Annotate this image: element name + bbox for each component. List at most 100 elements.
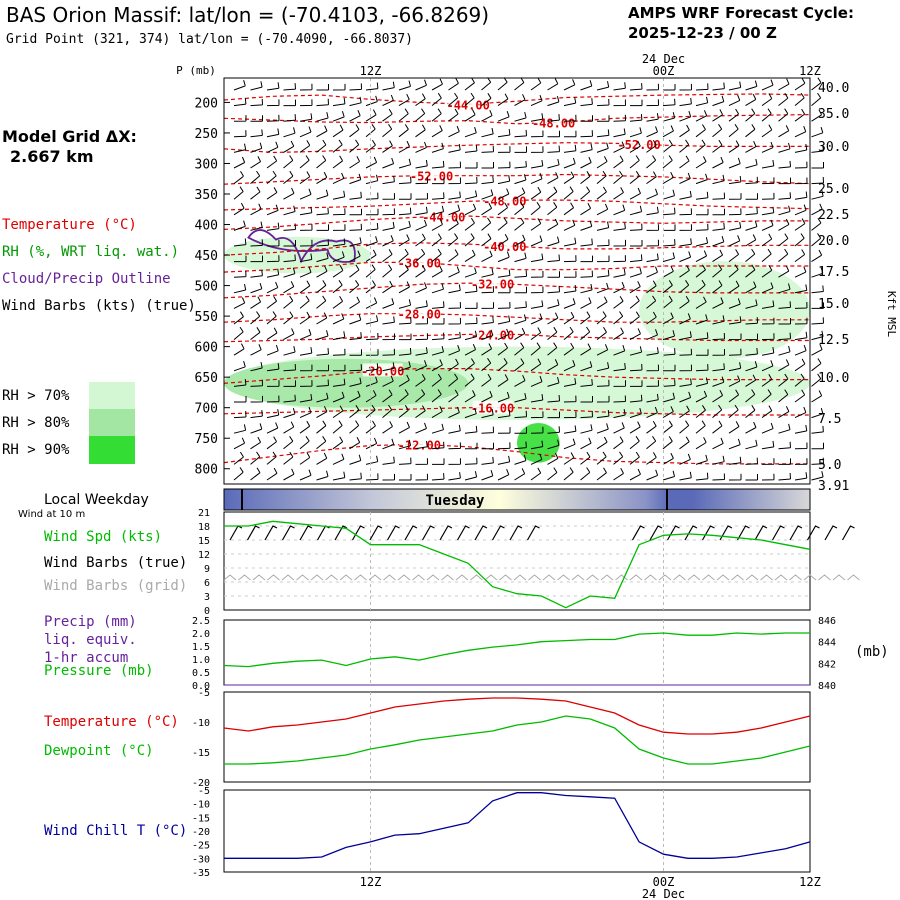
pressure-tick-500: 500 xyxy=(195,280,218,295)
temp-contour-label-bg-5 xyxy=(423,209,464,223)
wind-panel-ytick-3: 9 xyxy=(204,564,210,575)
temp-contour-label-bg-2 xyxy=(619,137,660,151)
precip-label-accum: 1-hr accum xyxy=(44,650,129,666)
temp-contour-label-bg-13 xyxy=(399,437,440,451)
cloud-outline xyxy=(247,229,356,264)
rh-swatch-80 xyxy=(89,409,135,436)
pressure-right-tick-0: 840 xyxy=(818,681,836,692)
pressure-tick-800: 800 xyxy=(195,463,218,478)
temp-contour-label-9: -28.00 xyxy=(398,308,441,322)
wind-panel-ytick-6: 18 xyxy=(198,522,210,533)
temp-contour-10 xyxy=(223,333,810,343)
chill-panel-ytick-6: -35 xyxy=(192,868,210,879)
bottom-time-tick-1: 00Z xyxy=(653,875,675,889)
rh-region-2 xyxy=(517,422,560,463)
temp-contour-label-0: -44.00 xyxy=(446,98,489,112)
rh-region-0 xyxy=(224,346,810,420)
temp-panel-ytick-1: -10 xyxy=(192,718,210,729)
wind-barb-field xyxy=(233,77,824,481)
temp-contour-11 xyxy=(223,368,810,384)
pressure-tick-550: 550 xyxy=(195,310,218,325)
cycle-value: 2025-12-23 / 00 Z xyxy=(628,24,777,42)
rh-region-4 xyxy=(639,261,811,359)
height-tick-5: 20.0 xyxy=(818,234,849,249)
height-tick-7: 15.0 xyxy=(818,297,849,312)
wind-panel-ytick-5: 15 xyxy=(198,536,210,547)
wind-panel-ytick-4: 12 xyxy=(198,550,210,561)
rh-legend-80: RH > 80% xyxy=(2,415,70,431)
precip-label: Precip (mm) xyxy=(44,614,137,630)
temp-contour-label-6: -40.00 xyxy=(483,240,526,254)
legend-rh: RH (%, WRT liq. wat.) xyxy=(2,244,180,260)
true-wind-barbs xyxy=(229,525,855,541)
rh-swatch-70 xyxy=(89,382,135,409)
height-tick-9: 10.0 xyxy=(818,371,849,386)
temp-contour-5 xyxy=(223,215,810,230)
height-tick-1: 35.0 xyxy=(818,107,849,122)
pressure-tick-300: 300 xyxy=(195,157,218,172)
temperature-label: Temperature (°C) xyxy=(44,714,179,730)
height-tick-4: 22.5 xyxy=(818,208,849,223)
height-tick-10: 7.5 xyxy=(818,412,841,427)
temp-contour-label-13: -12.00 xyxy=(398,438,441,452)
pressure-right-tick-2: 844 xyxy=(818,638,836,649)
temp-contour-label-7: -36.00 xyxy=(398,256,441,270)
cross-section-frame xyxy=(223,77,811,485)
pressure-right-tick-1: 842 xyxy=(818,659,836,670)
chill-panel-ytick-3: -20 xyxy=(192,827,210,838)
pressure-tick-350: 350 xyxy=(195,188,218,203)
precip-panel-ytick-2: 1.0 xyxy=(192,655,210,666)
temp-contour-label-bg-4 xyxy=(484,193,525,207)
temperature-line xyxy=(223,697,811,735)
legend-cloud: Cloud/Precip Outline xyxy=(2,271,171,287)
cross-section-panel: -44.00 -48.00 -52.00 -52.00 -48.00 -44.00 -40.… xyxy=(176,64,898,494)
temp-contour-label-10: -24.00 xyxy=(471,328,514,342)
wind-panel-ytick-1: 3 xyxy=(204,592,210,603)
precip-panel-ytick-0: 0.0 xyxy=(192,681,210,692)
pressure-label: Pressure (mb) xyxy=(44,663,154,679)
temp-contour-9 xyxy=(223,313,810,323)
temp-contour-8 xyxy=(223,282,810,299)
model-grid-value: 2.667 km xyxy=(10,147,94,166)
page-title: BAS Orion Massif: lat/lon = (-70.4103, -… xyxy=(6,3,490,27)
temp-contour-label-11: -20.00 xyxy=(361,364,404,378)
wind-chill-label: Wind Chill T (°C) xyxy=(44,823,188,839)
height-axis-title: Kft MSL xyxy=(885,291,898,338)
top-time-tick-1: 00Z xyxy=(653,64,675,78)
rh-region-1 xyxy=(224,358,469,408)
pressure-tick-700: 700 xyxy=(195,402,218,417)
top-time-tick-2: 12Z xyxy=(799,64,821,78)
temp-contour-1 xyxy=(223,114,811,125)
height-tick-2: 30.0 xyxy=(818,140,849,155)
pressure-tick-750: 750 xyxy=(195,432,218,447)
precip-label-liq: liq. equiv. xyxy=(44,632,137,648)
pressure-line xyxy=(223,632,810,668)
temp-contour-label-bg-6 xyxy=(484,238,525,252)
pressure-right-tick-3: 846 xyxy=(818,616,836,627)
wind-speed-panel: 0 3 6 9 12 15 18 21 xyxy=(198,508,860,617)
height-tick-0: 40.0 xyxy=(818,81,849,96)
forecast-cycle: AMPS WRF Forecast Cycle: 2025-12-23 / 00… xyxy=(628,3,854,43)
wind-chill-panel: -5 -10 -15 -20 -25 -30 -35 xyxy=(192,786,811,879)
precip-panel-ytick-3: 1.5 xyxy=(192,642,210,653)
temp-contour-12 xyxy=(223,407,810,416)
temp-contour-label-8: -32.00 xyxy=(471,278,514,292)
model-grid-label: Model Grid ΔX: xyxy=(2,127,137,146)
pressure-unit: (mb) xyxy=(855,644,889,660)
wind-panel-ytick-7: 21 xyxy=(198,508,210,519)
cross-section-bg xyxy=(224,78,810,484)
temp-panel-frame xyxy=(223,691,811,783)
top-date-label: 24 Dec xyxy=(642,52,685,66)
height-tick-6: 17.5 xyxy=(818,265,849,280)
height-tick-12: 3.91 xyxy=(818,479,849,494)
rh-legend-90: RH > 90% xyxy=(2,442,70,458)
temp-panel-ytick-0: -5 xyxy=(198,688,210,699)
temp-contour-7 xyxy=(223,261,810,273)
temp-contour-label-2: -52.00 xyxy=(617,138,660,152)
weekday-name: Tuesday xyxy=(425,493,485,509)
temp-panel-ytick-2: -15 xyxy=(192,748,210,759)
precip-pressure-panel: 0.0 0.5 1.0 1.5 2.0 2.5 840 842 844 846 xyxy=(192,616,836,692)
temp-contour-label-4: -48.00 xyxy=(483,194,526,208)
weekday-strip xyxy=(223,488,811,511)
chill-panel-frame xyxy=(223,789,811,873)
